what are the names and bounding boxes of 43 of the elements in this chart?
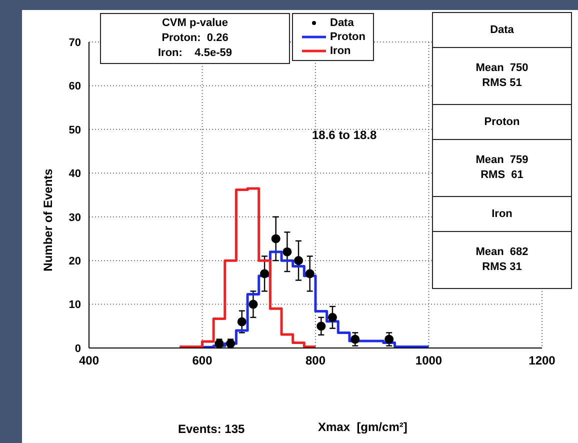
y-tick-label: 20	[68, 255, 81, 268]
point	[260, 269, 270, 278]
point	[294, 256, 304, 266]
y-tick-label: 30	[68, 212, 81, 224]
annotation: Mean 750	[474, 61, 530, 76]
text: Data	[490, 24, 514, 36]
point	[316, 322, 326, 331]
x-axis-title: Xmax [gm/cm²]	[318, 420, 408, 434]
text: Events: 135	[178, 422, 245, 436]
annotation: Mean 682	[474, 245, 530, 260]
annotation: RMS 61	[480, 168, 524, 183]
annotation: RMS 31	[481, 260, 523, 275]
x-tick-label: 1200	[528, 354, 556, 368]
y-tick-label: 60	[68, 80, 81, 93]
point	[248, 300, 258, 309]
x-tick-label: 1000	[415, 354, 442, 368]
point	[384, 334, 394, 344]
y-tick-label: 70	[68, 36, 81, 49]
y-tick-label: 0	[74, 342, 81, 355]
legend-label: Iron	[330, 44, 351, 58]
point	[328, 312, 337, 322]
point	[305, 269, 314, 278]
y-tick-label: 50	[68, 124, 81, 136]
y-tick-label: 40	[68, 168, 81, 180]
annotation: Proton	[433, 104, 571, 139]
x-tick-label: 400	[78, 354, 100, 368]
legend-label: Proton	[330, 30, 366, 44]
legend-label: Data	[330, 16, 354, 30]
annotation: RMS 51	[481, 76, 523, 91]
annotation: 18.6 to 18.8	[312, 128, 377, 142]
annotation: Iron	[433, 196, 571, 231]
text-box: CVM p-value Proton: 0.26 Iron: 4.5e-59	[100, 13, 290, 64]
annotation: Proton: 0.26	[160, 31, 230, 46]
x-tick-label: 600	[192, 354, 213, 368]
point	[350, 334, 360, 344]
y-axis-title: Number of Events	[41, 168, 55, 272]
point	[282, 247, 292, 256]
point	[271, 234, 280, 244]
point	[237, 317, 246, 326]
annotation: Iron: 4.5e-59	[157, 46, 233, 61]
y-tick-label: 10	[68, 299, 81, 312]
annotation: Mean 759	[474, 153, 530, 168]
x-tick-label: 800	[305, 354, 326, 368]
